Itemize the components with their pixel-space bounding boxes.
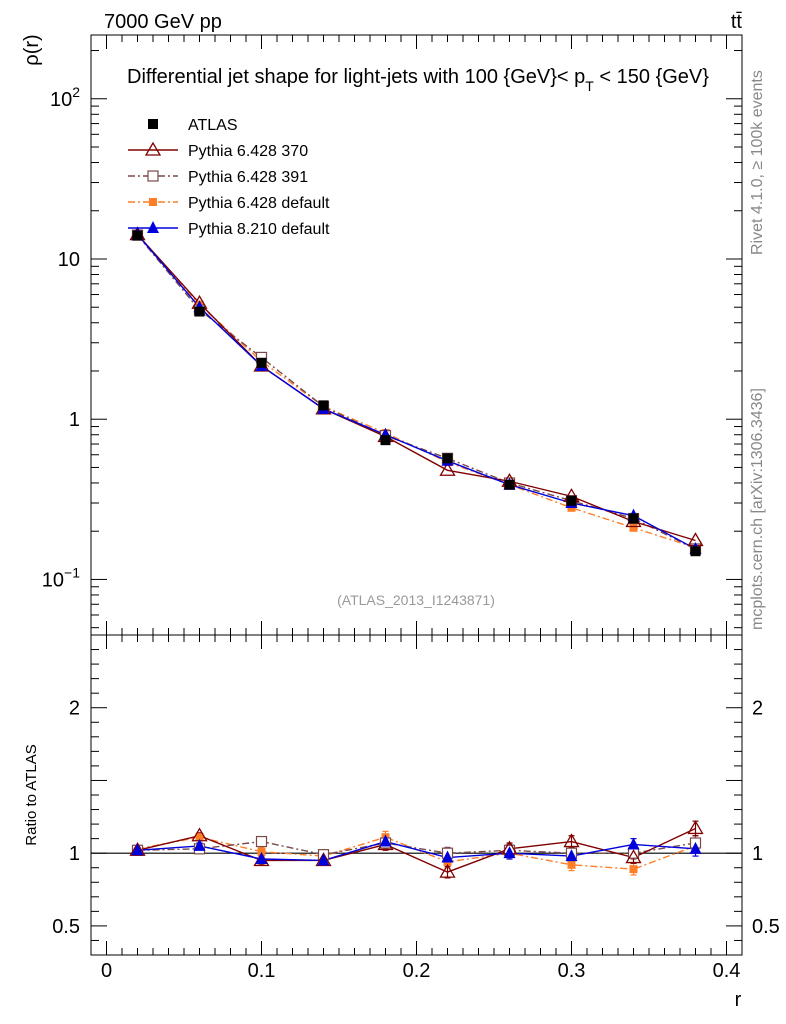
ratio-axis-ticks: 0 0.1 0.2 0.3 0.4 2 2 1 1 0.5 0.5: [52, 634, 780, 982]
p8-point: [317, 853, 330, 866]
energy-label: 7000 GeV pp: [104, 11, 222, 33]
legend-label-pdef: Pythia 6.428 default: [188, 195, 330, 212]
ratio-y-tick-label: 0.5: [52, 916, 80, 938]
x-axis-label: r: [735, 989, 742, 1011]
p8-point: [255, 852, 268, 864]
p370-point: [625, 849, 642, 864]
y-tick-label: 10−1: [42, 564, 80, 591]
ratio-y-tick-label-right: 0.5: [752, 916, 780, 938]
mcplots-label: mcplots.cern.ch [arXiv:1306.3436]: [749, 388, 766, 630]
y-tick-label: 10: [58, 249, 80, 271]
x-tick-label: 0.1: [248, 960, 276, 982]
p370-ratio-line: [137, 827, 696, 873]
p8-ratio-line: [137, 840, 696, 862]
plot-title: Differential jet shape for light-jets wi…: [127, 66, 709, 94]
ratio-y-tick-label-right: 1: [752, 843, 763, 865]
p8-point: [379, 834, 392, 847]
p370-point: [439, 863, 456, 878]
p8-point: [565, 849, 578, 862]
legend: ATLAS Pythia 6.428 370 Pythia 6.428 391 Pyt…: [128, 117, 330, 238]
p391-line: [136, 234, 696, 550]
atlas-point: [442, 453, 453, 464]
ratio-y-axis-label: Ratio to ATLAS: [23, 744, 40, 845]
p391-ratio-line: [137, 840, 696, 856]
p8-line: [136, 234, 696, 550]
legend-atlas-point: [148, 119, 158, 129]
analysis-id: (ATLAS_2013_I1243871): [337, 592, 495, 608]
atlas-point: [256, 357, 267, 368]
atlas-point: [504, 479, 515, 490]
main-axis-ticks: 102 10 1 10−1: [42, 35, 742, 635]
ratio-y-tick-label: 2: [69, 698, 80, 720]
ratio-y-tick-label-right: 2: [752, 698, 763, 720]
p8-point: [193, 838, 206, 851]
atlas-point: [380, 435, 391, 446]
y-tick-label: 102: [50, 84, 80, 111]
main-series-group: [129, 226, 704, 557]
p8-point: [689, 841, 702, 854]
p8-point: [441, 850, 454, 863]
ratio-series-group: [129, 820, 704, 879]
ratio-panel-frame: [90, 634, 743, 956]
pdef-point: [629, 865, 638, 874]
p370-point: [687, 820, 704, 835]
legend-pdef-point: [149, 198, 157, 206]
legend-p370-point: [144, 141, 162, 156]
legend-p391-point: [147, 170, 159, 182]
atlas-point: [132, 230, 143, 241]
y-tick-label: 1: [69, 409, 80, 431]
legend-p8-point: [147, 221, 159, 233]
p8-point: [627, 837, 640, 850]
p370-point: [563, 833, 580, 848]
x-tick-label: 0.2: [403, 960, 431, 982]
x-tick-label: 0.4: [713, 960, 741, 982]
legend-label-p391: Pythia 6.428 391: [188, 169, 308, 186]
atlas-point: [628, 513, 639, 524]
ratio-y-tick-label: 1: [69, 843, 80, 865]
p370-point: [439, 461, 456, 476]
pdef-point: [567, 860, 576, 869]
process-label: tt̄: [731, 11, 743, 33]
p8-point: [503, 846, 516, 859]
legend-label-p8: Pythia 8.210 default: [188, 221, 330, 238]
pdef-line: [136, 234, 696, 549]
atlas-point: [690, 546, 701, 557]
rivet-label: Rivet 4.1.0, ≥ 100k events: [749, 70, 766, 255]
x-tick-label: 0: [101, 960, 112, 982]
legend-label-p370: Pythia 6.428 370: [188, 143, 308, 160]
atlas-point: [318, 400, 329, 411]
legend-label-atlas: ATLAS: [188, 117, 238, 134]
atlas-point: [566, 495, 577, 506]
main-y-axis-label: ρ(r): [21, 34, 43, 65]
pdef-point: [195, 833, 204, 842]
x-tick-label: 0.3: [558, 960, 586, 982]
pdef-point: [629, 523, 638, 532]
p391-point: [255, 835, 268, 848]
atlas-point: [194, 306, 205, 317]
pdef-point: [257, 847, 266, 856]
p8-point: [131, 843, 144, 856]
p370-line: [136, 234, 696, 542]
